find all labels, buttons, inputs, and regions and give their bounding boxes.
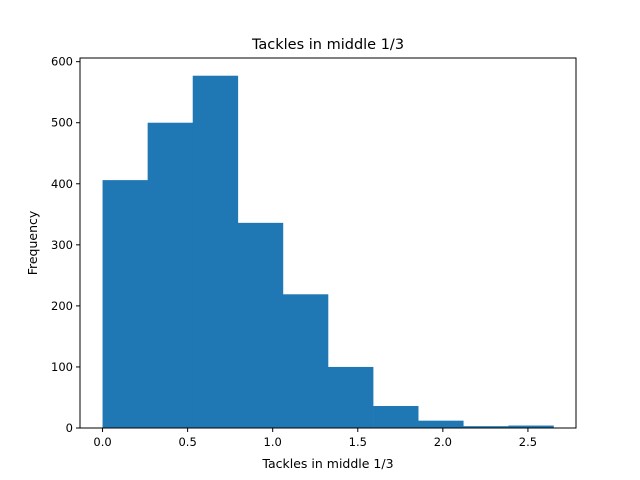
x-axis-ticks: 0.0 0.5 1.0 1.5 2.0 2.5 bbox=[93, 428, 537, 449]
histogram-bar bbox=[282, 294, 329, 428]
y-tick-label: 500 bbox=[51, 116, 73, 130]
histogram-bar bbox=[237, 222, 284, 428]
y-tick-label: 100 bbox=[51, 360, 73, 374]
y-tick-label: 600 bbox=[51, 55, 73, 69]
histogram-bar bbox=[328, 366, 374, 428]
histogram-bar bbox=[418, 420, 464, 428]
y-axis-ticks: 0 100 200 300 400 500 600 bbox=[51, 55, 80, 435]
histogram-bar bbox=[192, 75, 239, 429]
x-tick-label: 0.0 bbox=[93, 435, 111, 449]
y-tick-label: 400 bbox=[51, 177, 73, 191]
histogram-bar bbox=[463, 426, 509, 428]
y-tick-label: 200 bbox=[51, 299, 73, 313]
y-tick-label: 300 bbox=[51, 238, 73, 252]
x-tick-label: 1.0 bbox=[264, 435, 282, 449]
histogram-bar bbox=[508, 425, 554, 428]
x-tick-label: 2.0 bbox=[434, 435, 452, 449]
bars bbox=[102, 75, 554, 429]
histogram-bar bbox=[373, 406, 419, 428]
histogram-bar bbox=[147, 122, 194, 428]
y-tick-label: 0 bbox=[66, 421, 73, 435]
x-tick-label: 0.5 bbox=[178, 435, 196, 449]
y-axis-label: Frequency bbox=[25, 210, 40, 275]
histogram-bar bbox=[102, 180, 148, 428]
x-tick-label: 1.5 bbox=[349, 435, 367, 449]
plot-frame bbox=[79, 57, 577, 429]
chart-title: Tackles in middle 1/3 bbox=[251, 37, 404, 53]
x-axis-label: Tackles in middle 1/3 bbox=[261, 456, 393, 471]
x-tick-label: 2.5 bbox=[519, 435, 537, 449]
